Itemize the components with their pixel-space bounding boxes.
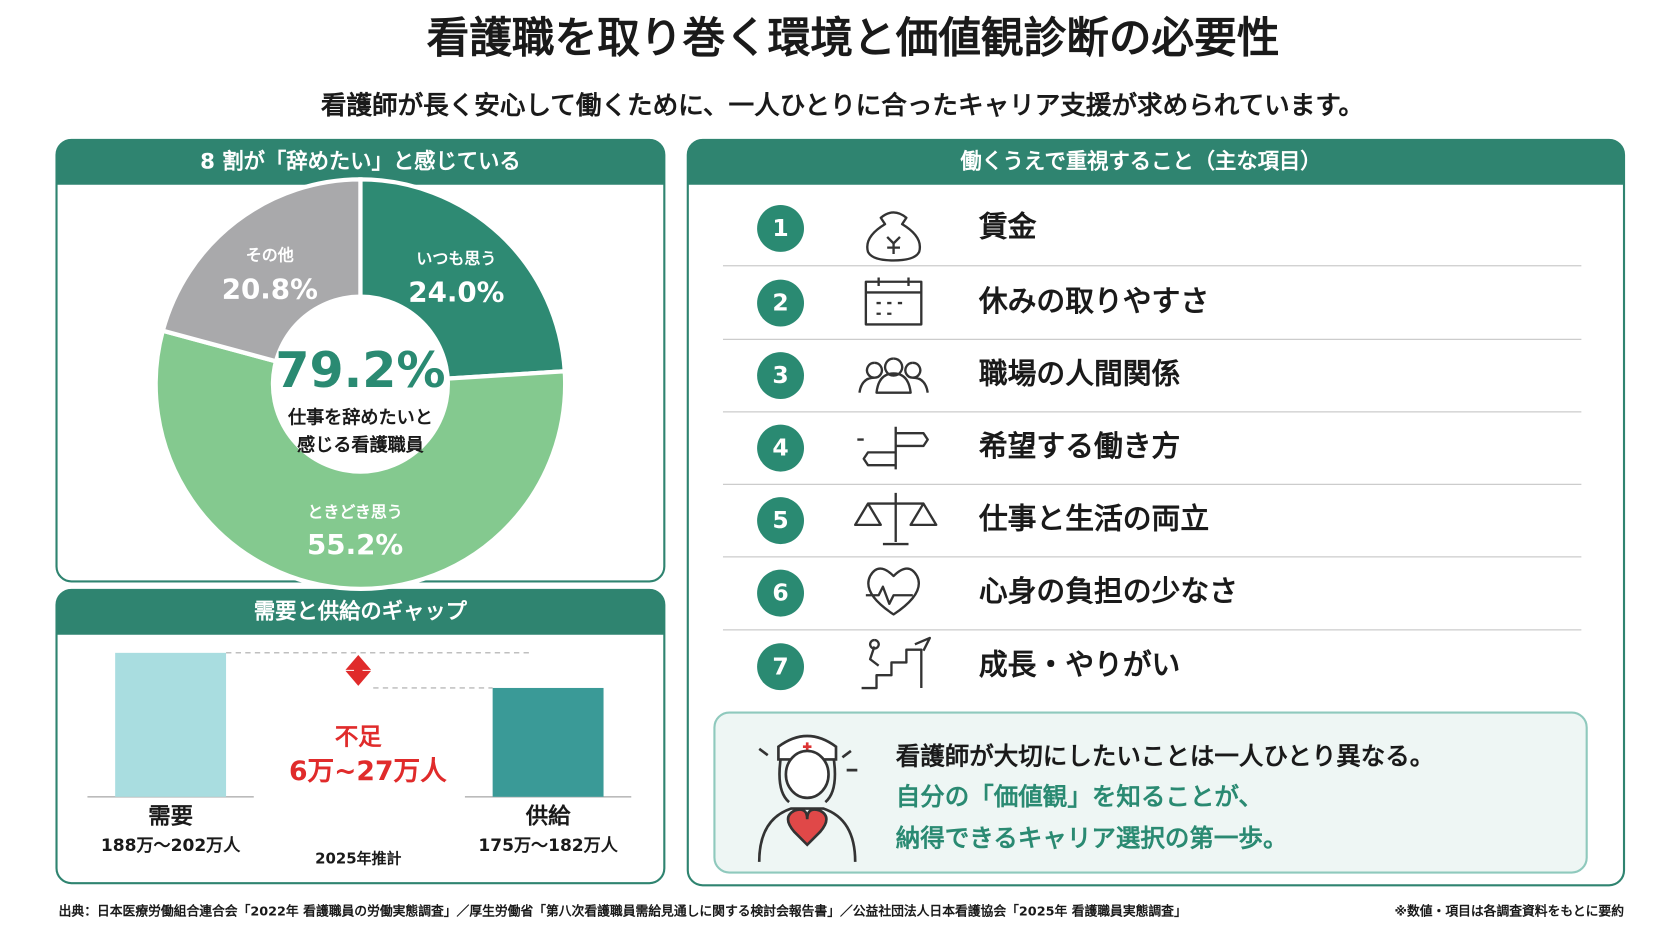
number-badge — [757, 569, 805, 617]
panel-title: 働くうえで重視すること（主な項目） — [959, 148, 1321, 174]
item-label: 仕事と生活の両立 — [978, 502, 1209, 536]
category-label: 需要 — [148, 804, 193, 830]
panel-header — [56, 139, 665, 185]
item-number: 6 — [772, 579, 788, 607]
item-icon — [861, 636, 932, 690]
center-text: 仕事を辞めたいと — [287, 406, 433, 428]
segment-name: ときどき思う — [307, 503, 402, 522]
segment-value: 55.2% — [307, 528, 403, 561]
item-number: 1 — [772, 214, 788, 242]
title: 看護職を取り巻く環境と価値観診断の必要性 — [427, 13, 1280, 63]
segment-value: 24.0% — [408, 275, 504, 308]
item-icon — [857, 426, 929, 470]
bar — [115, 652, 227, 797]
range-label: 188万～202万人 — [101, 836, 241, 856]
segment-value: 20.8% — [222, 272, 318, 305]
source: 出典：日本医療労働組合連合会「2022年 看護職員の労働実態調査」／厚生労働省「… — [59, 903, 1187, 919]
item-label: 職場の人間関係 — [979, 357, 1181, 391]
item-number: 2 — [772, 289, 788, 317]
item-number: 5 — [772, 506, 788, 534]
panel-title: 8 割が「辞めたい」と感じている — [200, 148, 521, 174]
item-label: 心身の負担の少なさ — [979, 574, 1238, 608]
note: 2025年推計 — [315, 850, 401, 868]
item-label: 成長・やりがい — [979, 648, 1180, 682]
donut-chart: いつも思う 24.0% ときどき思う 55.2% その他 20.8% 79.2% 仕事を辞めた… — [153, 177, 568, 591]
donut-hole — [270, 294, 450, 474]
item-icon — [854, 492, 938, 546]
gap-label: 不足 — [335, 723, 382, 751]
gap-arrow — [345, 654, 372, 686]
item-label: 希望する働き方 — [979, 429, 1180, 463]
segment-name: その他 — [246, 246, 294, 265]
item-number: 4 — [772, 434, 788, 462]
message-box — [713, 711, 1588, 874]
center-text: 感じる看護職員 — [297, 434, 425, 456]
item-icon — [866, 211, 922, 262]
item-icon — [858, 357, 929, 394]
footnote: ※数値・項目は各調査資料をもとに要約 — [1395, 903, 1625, 919]
category-label: 供給 — [525, 803, 571, 830]
number-badge — [757, 424, 805, 472]
message-line: 看護師が大切にしたいことは一人ひとり異なる。 — [896, 741, 1435, 770]
item-label: 賃金 — [978, 209, 1037, 243]
item-label: 休みの取りやすさ — [978, 284, 1209, 318]
message-line: 自分の「価値観」を知ることが、 — [896, 782, 1263, 811]
item-icon — [864, 277, 923, 326]
nurse-illustration — [757, 734, 858, 862]
bar-chart: 需要 188万～202万人 供給 175万～182万人 不足 6万~27万人 2025年推計 — [87, 652, 632, 868]
message-line: 納得できるキャリア選択の第一歩。 — [896, 823, 1288, 852]
panel-title: 需要と供給のギャップ — [254, 598, 468, 624]
segment-name: いつも思う — [416, 249, 496, 268]
panel-header — [56, 589, 665, 635]
item-number: 3 — [772, 361, 788, 389]
number-badge — [757, 497, 805, 545]
item-number: 7 — [772, 652, 788, 680]
number-badge — [757, 643, 805, 691]
bar — [492, 687, 604, 797]
number-badge — [757, 279, 805, 327]
panel-header — [687, 139, 1625, 185]
gap-value: 6万~27万人 — [289, 756, 447, 787]
item-icon — [865, 567, 920, 616]
number-badge — [757, 352, 805, 400]
priority-list: 1 賃金 2 休みの取りやすさ 3 職場の人間関係 4 希望する働き方 5 仕事と生活の両立 6 心身… — [722, 204, 1582, 691]
center-value: 79.2% — [275, 341, 445, 399]
subtitle: 看護師が長く安心して働くために、一人ひとりに合ったキャリア支援が求められています… — [321, 90, 1364, 121]
range-label: 175万～182万人 — [478, 836, 618, 856]
number-badge — [757, 204, 805, 252]
